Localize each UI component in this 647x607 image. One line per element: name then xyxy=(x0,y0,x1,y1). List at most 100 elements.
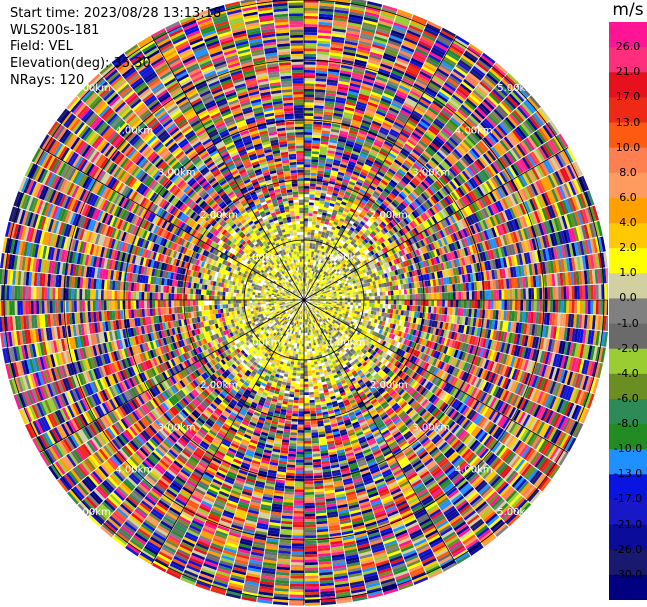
velocity-gate xyxy=(343,176,351,181)
velocity-gate xyxy=(376,307,380,312)
velocity-gate xyxy=(387,290,391,296)
velocity-gate xyxy=(348,88,360,94)
velocity-gate xyxy=(354,59,367,65)
velocity-gate xyxy=(332,209,338,214)
velocity-gate xyxy=(517,300,521,311)
velocity-gate xyxy=(319,2,335,7)
velocity-gate xyxy=(315,222,321,226)
velocity-gate xyxy=(320,245,325,249)
velocity-gate xyxy=(329,139,338,144)
velocity-gate xyxy=(385,291,389,296)
velocity-gate xyxy=(304,83,315,87)
velocity-gate xyxy=(327,185,334,190)
velocity-gate xyxy=(382,300,386,304)
velocity-gate xyxy=(587,285,591,300)
velocity-gate xyxy=(369,96,380,103)
velocity-gate xyxy=(306,248,310,252)
velocity-gate xyxy=(327,150,336,155)
velocity-gate xyxy=(309,262,312,266)
velocity-gate xyxy=(340,203,346,209)
velocity-gate xyxy=(342,54,355,59)
velocity-gate xyxy=(326,152,335,157)
velocity-gate xyxy=(309,281,311,285)
velocity-gate xyxy=(316,56,329,61)
velocity-gate xyxy=(314,230,319,234)
velocity-gate xyxy=(343,288,347,292)
velocity-gate xyxy=(312,274,316,278)
velocity-gate xyxy=(322,249,327,253)
velocity-gate xyxy=(324,168,332,173)
velocity-gate xyxy=(382,55,396,63)
velocity-gate xyxy=(315,224,320,229)
velocity-gate xyxy=(477,290,481,300)
velocity-gate xyxy=(332,25,347,30)
velocity-gate xyxy=(345,188,353,194)
velocity-gate xyxy=(310,240,314,244)
velocity-gate xyxy=(317,45,330,50)
velocity-gate xyxy=(528,288,532,300)
velocity-gate xyxy=(326,193,332,198)
velocity-gate xyxy=(395,17,410,25)
velocity-gate xyxy=(355,106,366,112)
velocity-gate xyxy=(347,297,351,300)
velocity-gate xyxy=(377,23,392,30)
velocity-gate xyxy=(309,270,312,274)
velocity-gate xyxy=(369,51,383,58)
velocity-gate xyxy=(327,188,334,193)
velocity-gate xyxy=(338,133,348,138)
velocity-gate xyxy=(387,308,391,314)
velocity-gate xyxy=(356,135,366,141)
velocity-gate xyxy=(334,107,344,112)
velocity-gate xyxy=(349,158,357,164)
velocity-gate xyxy=(346,165,355,171)
velocity-gate xyxy=(322,209,328,214)
velocity-gate xyxy=(366,306,369,310)
velocity-gate xyxy=(315,183,322,188)
velocity-gate xyxy=(381,58,395,65)
velocity-gate xyxy=(323,116,333,121)
velocity-gate xyxy=(304,123,313,127)
velocity-gate xyxy=(335,216,341,221)
velocity-gate xyxy=(323,297,327,299)
velocity-gate xyxy=(319,5,334,10)
velocity-gate xyxy=(386,42,401,50)
velocity-gate xyxy=(327,210,333,215)
velocity-gate xyxy=(304,88,315,92)
velocity-gate xyxy=(357,308,361,312)
velocity-gate xyxy=(304,180,310,184)
velocity-gate xyxy=(307,283,310,287)
velocity-gate xyxy=(452,292,456,300)
velocity-gate xyxy=(304,145,312,149)
velocity-gate xyxy=(310,276,313,280)
velocity-gate xyxy=(523,300,526,311)
velocity-gate xyxy=(305,280,307,284)
velocity-gate xyxy=(315,70,328,74)
velocity-gate xyxy=(306,259,309,262)
velocity-gate xyxy=(330,197,337,202)
velocity-gate xyxy=(325,196,332,201)
velocity-gate xyxy=(321,217,326,222)
velocity-gate xyxy=(417,287,421,294)
velocity-gate xyxy=(330,228,335,233)
velocity-gate xyxy=(304,172,311,176)
velocity-gate xyxy=(328,183,335,188)
velocity-gate xyxy=(342,297,346,300)
velocity-gate xyxy=(310,235,314,238)
velocity-gate xyxy=(334,6,350,12)
velocity-gate xyxy=(350,304,353,308)
velocity-gate xyxy=(341,291,345,294)
velocity-gate xyxy=(331,33,346,38)
velocity-gate xyxy=(360,150,369,157)
velocity-gate xyxy=(428,293,432,300)
velocity-gate xyxy=(345,168,354,174)
velocity-gate xyxy=(310,259,313,263)
velocity-gate xyxy=(315,266,319,270)
velocity-gate xyxy=(363,114,374,121)
velocity-gate xyxy=(566,286,570,300)
velocity-gate xyxy=(317,35,331,39)
velocity-gate xyxy=(334,204,340,209)
velocity-gate xyxy=(316,62,329,66)
velocity-gate xyxy=(514,300,518,311)
velocity-gate xyxy=(380,295,383,300)
velocity-gate xyxy=(320,143,329,148)
